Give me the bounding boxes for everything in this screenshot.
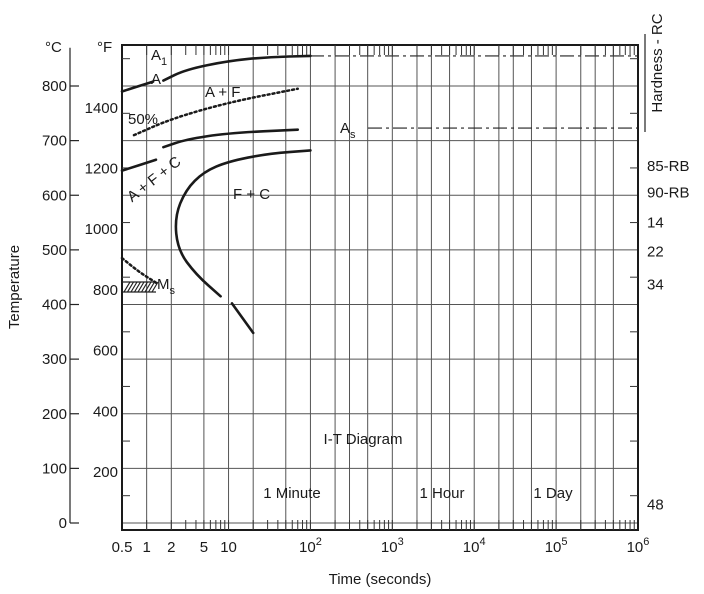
grid: [121, 45, 639, 530]
celsius-tick-label: 400: [42, 297, 67, 314]
x-tick-label: 105: [545, 536, 568, 556]
ms-label: Ms: [157, 276, 176, 297]
ms-hatch: [122, 281, 159, 293]
x-tick-label: 102: [299, 536, 322, 556]
hardness-label: 22: [647, 244, 664, 261]
hatch-stroke: [133, 281, 142, 293]
fahrenheit-tick-label: 800: [93, 282, 118, 299]
x-tick-label: 104: [463, 536, 486, 556]
hardness-label: 85-RB: [647, 158, 690, 175]
subscript: s: [350, 129, 356, 141]
x-tick-exponent: 6: [643, 536, 649, 548]
celsius-tick-label: 700: [42, 133, 67, 150]
hardness-label: 90-RB: [647, 185, 690, 202]
fahrenheit-unit-label: °F: [97, 39, 112, 56]
transformation-curve-1: [120, 80, 155, 93]
celsius-unit-label: °C: [45, 39, 62, 56]
subscript: s: [170, 285, 176, 297]
fahrenheit-tick-label: 200: [93, 464, 118, 481]
fahrenheit-tick-label: 1400: [85, 100, 118, 117]
minor-ticks: [122, 45, 638, 530]
x-tick-label: 106: [627, 536, 650, 556]
x-axis-title: Time (seconds): [329, 571, 432, 588]
transformation-curve-4: [120, 158, 158, 172]
x-tick-exponent: 5: [561, 536, 567, 548]
hardness-label: 34: [647, 276, 664, 293]
transformation-curve-5: [174, 149, 312, 298]
fahrenheit-tick-label: 1000: [85, 221, 118, 238]
x-tick-label: 2: [167, 539, 175, 556]
hatch-stroke: [151, 281, 159, 293]
x-tick-exponent: 4: [479, 536, 485, 548]
transformation-curve-2: [132, 87, 299, 137]
region-label: F + C: [233, 186, 270, 203]
time-marker-label: 1 Hour: [419, 485, 464, 502]
celsius-tick-label: 300: [42, 351, 67, 368]
series-layer: [120, 54, 638, 335]
fahrenheit-tick-label: 1200: [85, 161, 118, 178]
hardness-label: 14: [647, 215, 664, 232]
as-label: As: [340, 120, 356, 141]
region-label: 50%: [128, 111, 158, 128]
time-marker-label: 1 Minute: [263, 485, 321, 502]
hatch-stroke: [140, 281, 149, 293]
a1-label: A1: [151, 47, 167, 68]
transformation-curve-0: [162, 54, 312, 82]
celsius-tick-label: 0: [59, 515, 67, 532]
labels-layer: 0100200300400500600700800200400600800100…: [42, 34, 690, 556]
transformation-curve-7: [120, 256, 158, 284]
subscript: 1: [161, 56, 167, 68]
x-tick-label: 1: [142, 539, 150, 556]
fahrenheit-tick-label: 400: [93, 403, 118, 420]
celsius-tick-label: 100: [42, 460, 67, 477]
transformation-curve-3: [162, 128, 300, 149]
hatch-stroke: [123, 281, 131, 293]
plot-frame: [121, 44, 639, 531]
it-diagram-label: I-T Diagram: [324, 431, 403, 448]
x-tick-label: 0.5: [112, 539, 133, 556]
hatch-stroke: [130, 281, 138, 293]
celsius-tick-label: 600: [42, 187, 67, 204]
x-tick-exponent: 3: [398, 536, 404, 548]
celsius-tick-label: 500: [42, 242, 67, 259]
x-tick-exponent: 2: [316, 536, 322, 548]
time-marker-label: 1 Day: [533, 485, 573, 502]
hatch-stroke: [137, 281, 145, 293]
region-label: A: [151, 71, 161, 88]
x-tick-label: 5: [200, 539, 208, 556]
fahrenheit-tick-label: 600: [93, 343, 118, 360]
hatch-stroke: [147, 281, 156, 293]
region-label: A + F: [205, 84, 240, 101]
celsius-tick-label: 200: [42, 406, 67, 423]
x-tick-label: 10: [220, 539, 237, 556]
transformation-curve-6: [230, 302, 255, 335]
hardness-label: 48: [647, 496, 664, 513]
celsius-tick-label: 800: [42, 78, 67, 95]
hardness-axis-title: Hardness - RC: [649, 13, 666, 112]
hatch-stroke: [144, 281, 152, 293]
y-axis-title-temperature: Temperature: [6, 245, 23, 329]
x-tick-label: 103: [381, 536, 404, 556]
hatch-stroke: [126, 281, 135, 293]
